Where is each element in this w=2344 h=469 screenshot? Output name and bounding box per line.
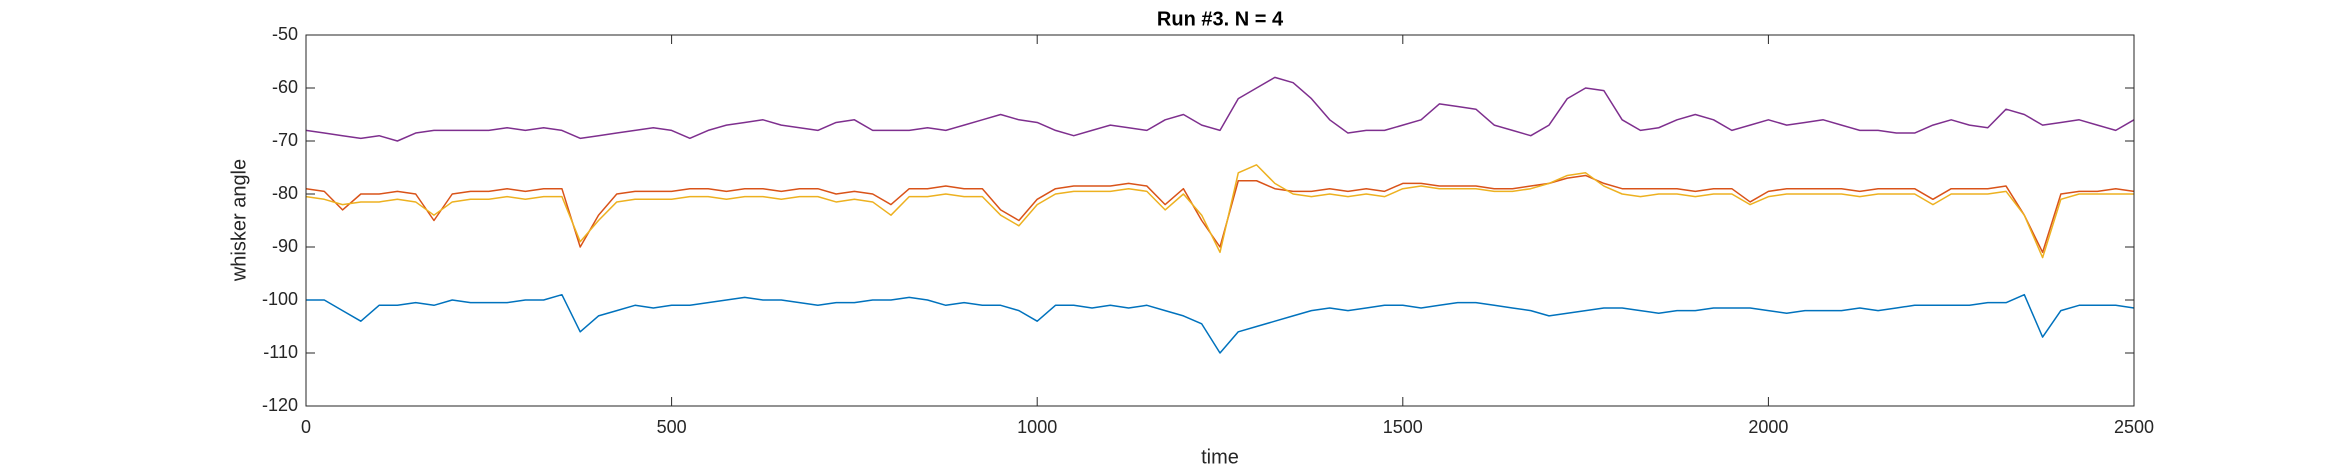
data-line: [305, 174, 2135, 254]
y-tick-label: -100: [262, 289, 298, 309]
x-tick-label: 1000: [1017, 417, 1057, 437]
y-tick-label: -110: [263, 342, 298, 362]
x-axis-label: time: [1201, 446, 1239, 468]
y-tick-label: -70: [272, 130, 298, 150]
x-tick-label: 0: [301, 417, 311, 437]
y-tick-label: -90: [272, 236, 298, 256]
chart-title: Run #3. N = 4: [1157, 8, 1284, 30]
data-line: [305, 164, 2134, 259]
y-tick-label: -60: [272, 77, 298, 97]
x-tick-label: 1500: [1383, 417, 1423, 437]
data-line: [305, 76, 2135, 142]
data-line: [306, 293, 2135, 354]
y-tick-label: -50: [272, 24, 298, 44]
x-tick-label: 500: [657, 417, 687, 437]
plot-frame: [305, 34, 2135, 407]
x-tick-label: 2000: [1748, 417, 1788, 437]
y-tick-label: -120: [262, 395, 298, 415]
y-axis-label: whisker angle: [228, 159, 250, 282]
y-tick-label: -80: [272, 183, 298, 203]
x-tick-label: 2500: [2114, 417, 2154, 437]
